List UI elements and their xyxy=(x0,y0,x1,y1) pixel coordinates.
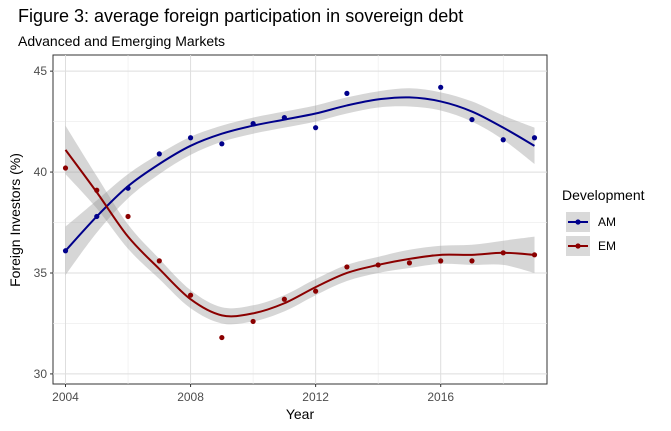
legend-key-point-em xyxy=(575,243,581,249)
data-point-em xyxy=(187,292,194,298)
data-point-em xyxy=(375,262,381,268)
y-tick-label: 45 xyxy=(34,64,48,78)
data-point-em xyxy=(500,250,506,256)
legend-title: Development xyxy=(562,187,645,203)
data-point-am xyxy=(531,135,538,141)
chart-title: Figure 3: average foreign participation … xyxy=(18,6,464,26)
y-tick-label: 35 xyxy=(34,266,48,280)
data-point-em xyxy=(125,213,131,220)
data-point-am xyxy=(219,141,225,147)
data-point-am xyxy=(313,125,319,131)
data-point-em xyxy=(281,296,287,302)
x-tick-label: 2004 xyxy=(52,390,79,404)
data-point-am xyxy=(469,116,475,123)
data-point-am xyxy=(62,248,69,254)
x-tick-label: 2016 xyxy=(427,390,454,404)
grid xyxy=(53,55,547,384)
legend-label-am: AM xyxy=(598,215,616,229)
data-point-em xyxy=(438,258,444,264)
data-point-am xyxy=(187,135,194,141)
y-axis-ticks: 30 35 40 45 xyxy=(34,64,53,381)
x-tick-label: 2008 xyxy=(177,390,204,404)
data-point-am xyxy=(250,121,256,127)
data-point-em xyxy=(406,260,413,266)
legend: AM EM xyxy=(566,212,616,256)
data-point-am xyxy=(125,185,131,191)
x-axis-title: Year xyxy=(286,406,315,422)
data-point-am xyxy=(281,114,287,121)
data-point-em xyxy=(156,258,162,264)
data-point-em xyxy=(531,252,538,258)
x-tick-label: 2012 xyxy=(302,390,329,404)
data-point-em xyxy=(469,258,475,264)
smooth-line-am xyxy=(64,96,535,252)
smooth-lines xyxy=(64,96,535,318)
data-points xyxy=(62,84,538,341)
data-point-em xyxy=(344,264,350,270)
data-point-am xyxy=(156,151,162,157)
x-axis-ticks: 2004 2008 2012 2016 xyxy=(52,384,454,404)
y-tick-label: 40 xyxy=(34,165,48,179)
data-point-em xyxy=(62,165,69,171)
data-point-am xyxy=(500,137,506,143)
smooth-line-em xyxy=(64,149,535,318)
data-point-am xyxy=(344,90,350,96)
data-point-em xyxy=(313,288,319,294)
y-tick-label: 30 xyxy=(34,367,48,381)
legend-label-em: EM xyxy=(598,239,616,253)
y-axis-title: Foreign Investors (%) xyxy=(7,153,23,287)
data-point-em xyxy=(250,318,256,325)
chart-subtitle: Advanced and Emerging Markets xyxy=(18,33,225,49)
data-point-em xyxy=(94,187,100,193)
plot-panel xyxy=(52,54,548,385)
legend-key-point-am xyxy=(575,219,581,225)
data-point-em xyxy=(219,334,225,341)
data-point-am xyxy=(438,84,444,90)
data-point-am xyxy=(94,213,100,220)
